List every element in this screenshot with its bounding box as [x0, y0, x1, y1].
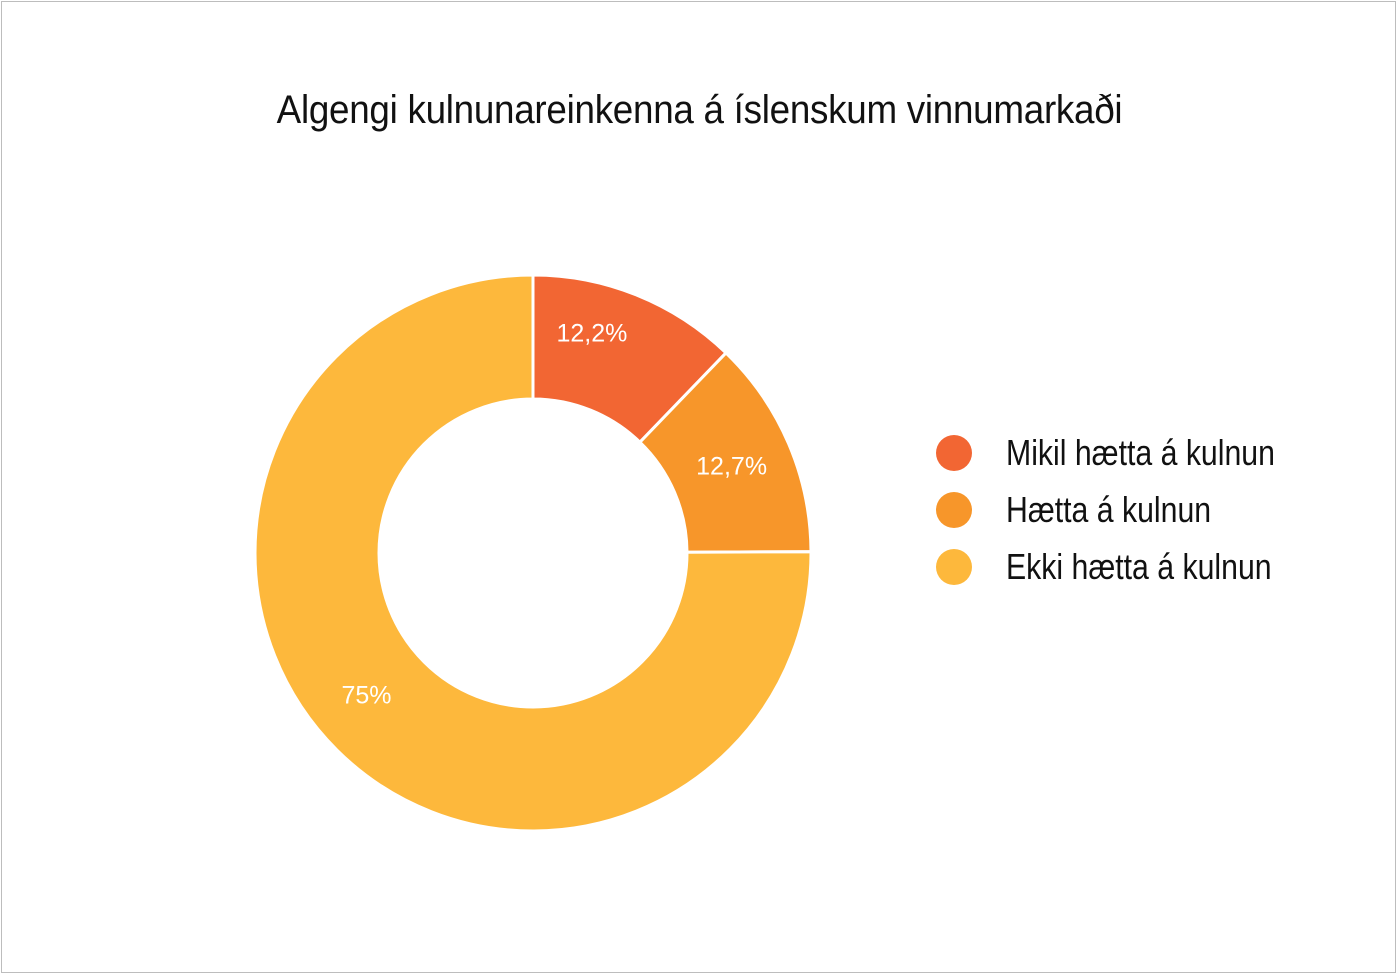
legend-label: Mikil hætta á kulnun [1006, 431, 1275, 473]
data-label-ekki-haetta: 75% [341, 681, 391, 709]
donut-slice-ekki-haetta [253, 273, 813, 833]
data-label-mikil-haetta: 12,2% [556, 319, 627, 347]
legend-item-haetta: Hætta á kulnun [936, 481, 1326, 538]
data-label-haetta: 12,7% [696, 453, 767, 481]
legend-item-mikil-haetta: Mikil hætta á kulnun [936, 424, 1326, 481]
legend-swatch [936, 548, 972, 585]
legend-swatch [936, 491, 972, 528]
legend-swatch [936, 434, 972, 471]
legend-label: Ekki hætta á kulnun [1006, 545, 1272, 587]
chart-legend: Mikil hætta á kulnun Hætta á kulnun Ekki… [936, 424, 1326, 595]
legend-item-ekki-haetta: Ekki hætta á kulnun [936, 538, 1326, 595]
legend-label: Hætta á kulnun [1006, 488, 1212, 530]
chart-title: Algengi kulnunareinkenna á íslenskum vin… [276, 88, 1123, 132]
